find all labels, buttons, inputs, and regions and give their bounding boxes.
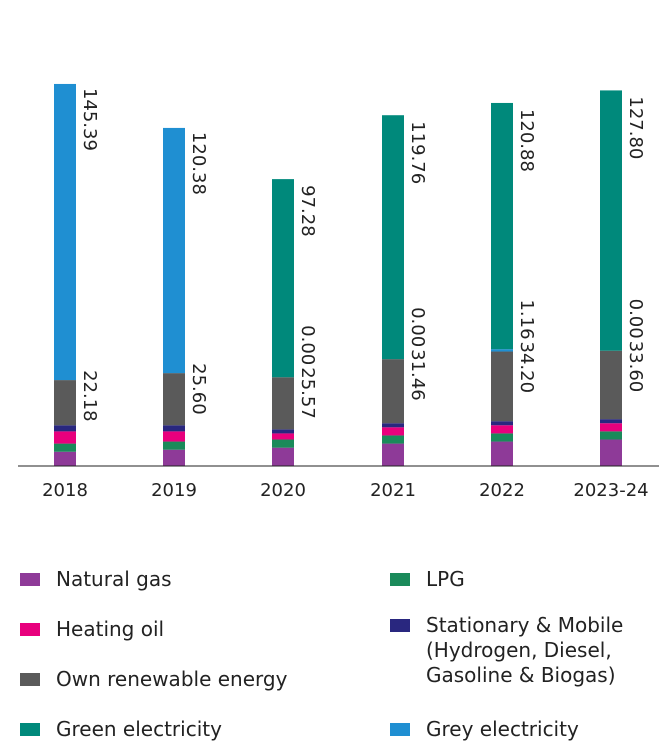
bar-segment: [382, 443, 404, 466]
legend-swatch: [20, 573, 40, 586]
value-label: 31.46: [407, 349, 428, 401]
bar-segment: [163, 449, 185, 466]
bar-segment: [382, 423, 404, 428]
value-label: 145.39: [79, 88, 100, 151]
legend-swatch: [390, 723, 410, 736]
legend-label: Natural gas: [56, 567, 172, 591]
bar-segment: [600, 419, 622, 424]
bar-segment: [600, 431, 622, 440]
legend-swatch: [390, 619, 410, 632]
value-label: 25.60: [188, 363, 209, 415]
bar-segment: [600, 423, 622, 432]
x-tick-label: 2020: [260, 480, 306, 501]
legend-swatch: [20, 623, 40, 636]
legend-label: Heating oil: [56, 617, 165, 641]
bar-segment: [272, 377, 294, 430]
legend-label: Stationary & Mobile (Hydrogen, Diesel, G…: [426, 613, 624, 687]
x-tick-label: 2018: [42, 480, 88, 501]
bar-segment: [382, 359, 404, 424]
value-label: 127.80: [625, 96, 646, 159]
legend-swatch: [20, 673, 40, 686]
bar-segment: [600, 350, 622, 420]
chart: 22.18145.39201825.60120.38201925.570.009…: [18, 83, 659, 501]
legend-label: LPG: [426, 567, 465, 591]
value-label: 0.00: [407, 307, 428, 347]
legend-label: Green electricity: [56, 717, 222, 741]
bar-segment: [54, 451, 76, 466]
bar-segment: [54, 380, 76, 426]
legend-item: Own renewable energy: [20, 667, 287, 692]
value-label: 119.76: [407, 121, 428, 184]
bar-segment: [163, 441, 185, 450]
bar-segment: [163, 373, 185, 426]
bar-segment: [382, 115, 404, 360]
bar-segment: [491, 421, 513, 426]
legend-item: Grey electricity: [390, 717, 579, 742]
value-label: 33.60: [625, 341, 646, 393]
bar-segment: [600, 439, 622, 466]
x-tick-label: 2023-24: [573, 480, 648, 501]
value-label: 97.28: [297, 185, 318, 237]
bar-segment: [491, 425, 513, 434]
value-label: 0.00: [625, 299, 646, 339]
x-tick-label: 2021: [370, 480, 416, 501]
bar-segment: [163, 431, 185, 442]
bar-segment: [491, 349, 513, 352]
bar-segment: [491, 433, 513, 442]
bar-segment: [272, 433, 294, 440]
bar-segment: [382, 427, 404, 436]
bar-segment: [491, 102, 513, 350]
bar-segment: [54, 443, 76, 452]
legend-item: Green electricity: [20, 717, 222, 742]
legend-swatch: [390, 573, 410, 586]
legend-item: LPG: [390, 567, 465, 592]
legend-label: Grey electricity: [426, 717, 579, 741]
value-label: 34.20: [516, 342, 537, 394]
bar-segment: [491, 441, 513, 466]
value-label: 0.00: [297, 325, 318, 365]
value-label: 120.88: [516, 109, 537, 172]
x-tick-label: 2022: [479, 480, 525, 501]
bar-segment: [272, 179, 294, 378]
bar-segment: [272, 447, 294, 466]
x-tick-label: 2019: [151, 480, 197, 501]
bar-segment: [163, 127, 185, 374]
bar-segment: [54, 431, 76, 444]
bar-segment: [600, 90, 622, 351]
value-label: 1.16: [516, 299, 537, 339]
legend-label: Own renewable energy: [56, 667, 288, 691]
legend-item: Stationary & Mobile (Hydrogen, Diesel, G…: [390, 613, 659, 688]
bar-segment: [272, 439, 294, 448]
bar-segment: [163, 425, 185, 432]
bar-segment: [54, 83, 76, 381]
value-label: 22.18: [79, 370, 100, 422]
bar-segment: [491, 351, 513, 422]
legend-item: Heating oil: [20, 617, 164, 642]
bar-segment: [272, 429, 294, 434]
legend-item: Natural gas: [20, 567, 172, 592]
bar-segment: [54, 425, 76, 432]
legend-swatch: [20, 723, 40, 736]
value-label: 120.38: [188, 132, 209, 195]
bar-segment: [382, 435, 404, 444]
value-label: 25.57: [297, 367, 318, 419]
